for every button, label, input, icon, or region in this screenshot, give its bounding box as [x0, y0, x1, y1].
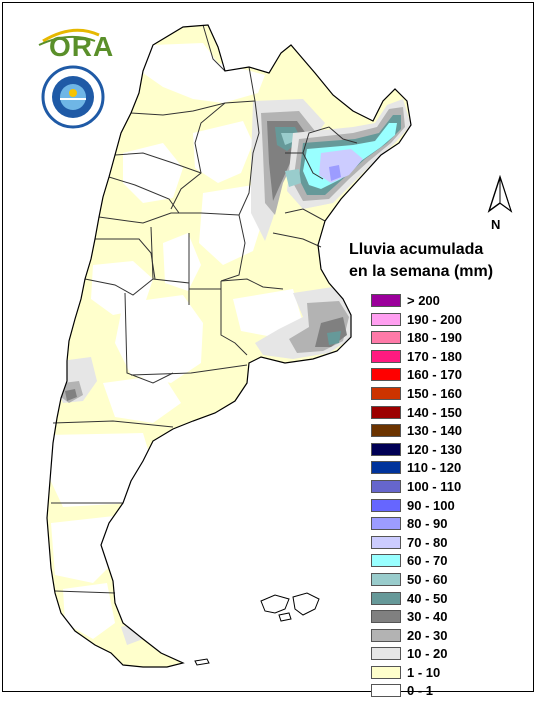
legend-label: 70 - 80 — [407, 534, 448, 550]
legend-swatch — [371, 368, 401, 382]
legend-swatch — [371, 442, 401, 456]
ora-logo-text: ORA — [49, 31, 115, 62]
legend-swatch — [371, 349, 401, 363]
legend-swatch — [371, 517, 401, 531]
legend-swatch — [371, 294, 401, 307]
legend-label: 160 - 170 — [407, 367, 462, 383]
legend-label: 0 - 1 — [407, 683, 434, 699]
legend-swatch — [371, 461, 401, 475]
legend-swatch — [371, 554, 401, 568]
legend-label: > 200 — [407, 293, 440, 308]
legend-label: 130 - 140 — [407, 423, 462, 439]
legend-swatch — [371, 312, 401, 326]
legend-label: 150 - 160 — [407, 385, 462, 401]
north-label: N — [491, 217, 501, 232]
legend-swatch — [371, 386, 401, 400]
legend-swatch — [371, 535, 401, 549]
legend-swatch — [371, 424, 401, 438]
province-borders — [51, 24, 358, 594]
legend-swatch — [371, 498, 401, 512]
legend-label: 60 - 70 — [407, 553, 448, 569]
legend-label: 1 - 10 — [407, 664, 441, 680]
legend-label: 90 - 100 — [407, 497, 455, 513]
legend-label: 80 - 90 — [407, 516, 448, 532]
argentina-rainfall-map — [38, 24, 412, 668]
legend-swatch — [371, 331, 401, 345]
legend-swatch — [371, 665, 401, 679]
legend-label: 40 - 50 — [407, 590, 448, 606]
legend-label: 100 - 110 — [407, 478, 462, 494]
legend-title-line2: en la semana (mm) — [349, 263, 494, 280]
legend-label: 170 - 180 — [407, 348, 462, 364]
legend-label: 20 - 30 — [407, 627, 448, 643]
legend-label: 50 - 60 — [407, 571, 448, 587]
legend-title-line1: Lluvia acumulada — [349, 241, 484, 258]
isla-de-los-estados — [194, 658, 210, 666]
legend-label: 120 - 130 — [407, 441, 462, 457]
legend-swatch — [371, 628, 401, 642]
smn-seal — [41, 65, 105, 129]
legend-label: 10 - 20 — [407, 646, 448, 662]
legend-swatch — [371, 479, 401, 493]
legend-label: 110 - 120 — [407, 460, 462, 476]
legend-label: 140 - 150 — [407, 404, 462, 420]
argentina-outline — [46, 24, 412, 668]
legend-swatch — [371, 405, 401, 419]
ora-logo — [38, 28, 100, 46]
rainfall-contours — [47, 43, 411, 645]
north-arrow-icon — [487, 175, 513, 213]
legend-swatch — [371, 610, 401, 624]
legend-label: 30 - 40 — [407, 609, 448, 625]
legend-swatch — [371, 572, 401, 586]
malvinas-islands — [260, 592, 320, 622]
legend-label: 190 - 200 — [407, 311, 462, 327]
legend-swatch — [371, 647, 401, 661]
legend-label: 180 - 190 — [407, 330, 462, 346]
legend-swatch — [371, 591, 401, 605]
